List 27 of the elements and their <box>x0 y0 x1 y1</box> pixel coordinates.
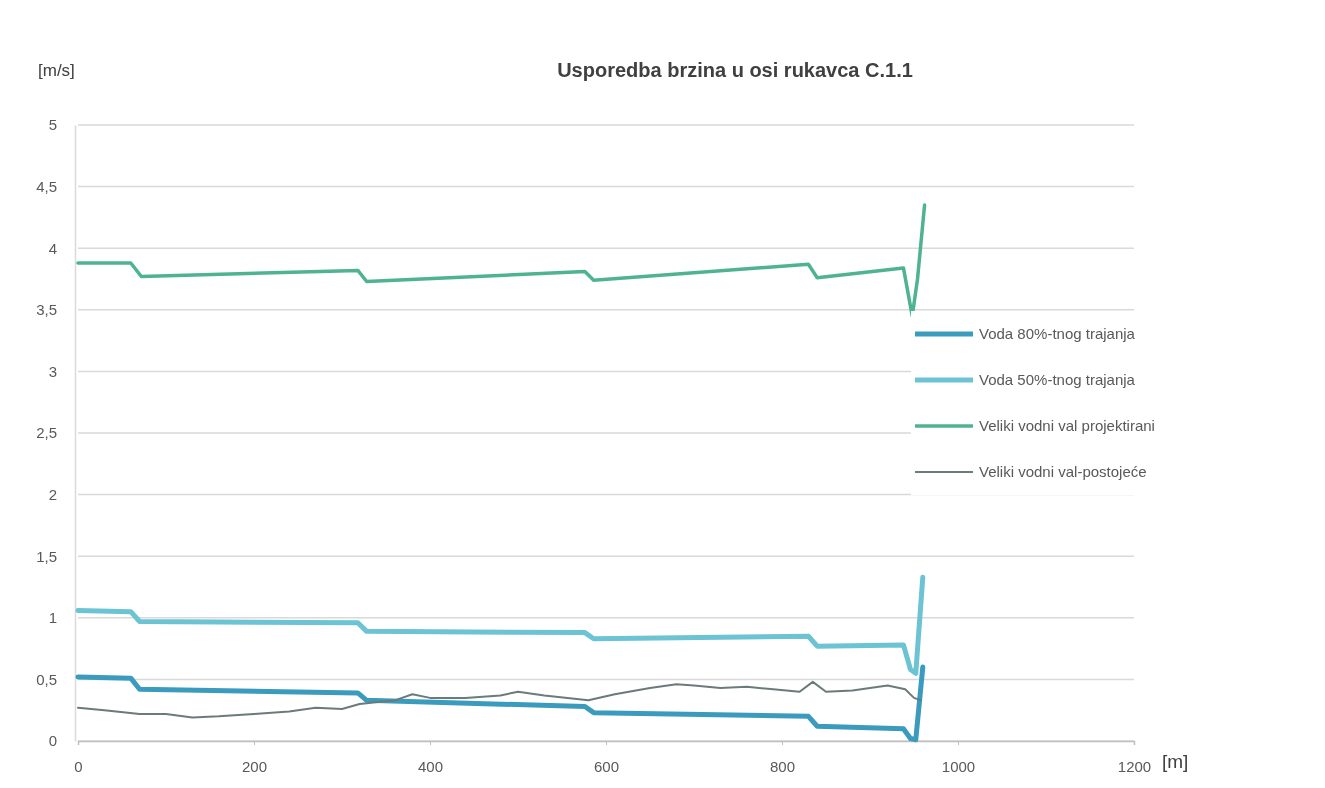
x-tick-label: 1000 <box>941 757 976 775</box>
y-tick-label: 0,5 <box>36 670 57 688</box>
chart-title: Usporedba brzina u osi rukavca C.1.1 <box>557 59 913 81</box>
x-axis-title: [m] <box>1162 751 1189 772</box>
y-tick-label: 5 <box>48 116 57 134</box>
legend-label: Voda 50%-tnog trajanja <box>979 371 1136 388</box>
y-tick-label: 1,5 <box>36 547 57 565</box>
line-series <box>76 203 927 318</box>
x-tick-label: 600 <box>593 757 620 775</box>
y-tick-label: 0 <box>48 732 57 750</box>
y-tick-label: 4 <box>48 239 57 257</box>
legend-label: Veliki vodni val-postojeće <box>979 463 1147 480</box>
legend-label: Veliki vodni val projektirani <box>979 417 1155 434</box>
y-tick-label: 2 <box>48 485 57 503</box>
y-tick-label: 4,5 <box>36 177 57 195</box>
y-axis-title: [m/s] <box>38 61 75 80</box>
y-tick-label: 1 <box>48 609 57 627</box>
x-tick-label: 400 <box>417 757 444 775</box>
y-tick-label: 2,5 <box>36 424 57 442</box>
x-tick-label: 800 <box>769 757 796 775</box>
x-tick-label: 1200 <box>1117 757 1152 775</box>
y-tick-label: 3,5 <box>36 301 57 319</box>
line-series <box>77 680 923 719</box>
legend-label: Voda 80%-tnog trajanja <box>979 325 1136 342</box>
y-tick-label: 3 <box>48 362 57 380</box>
x-tick-label: 0 <box>74 757 83 775</box>
x-tick-label: 200 <box>241 757 268 775</box>
